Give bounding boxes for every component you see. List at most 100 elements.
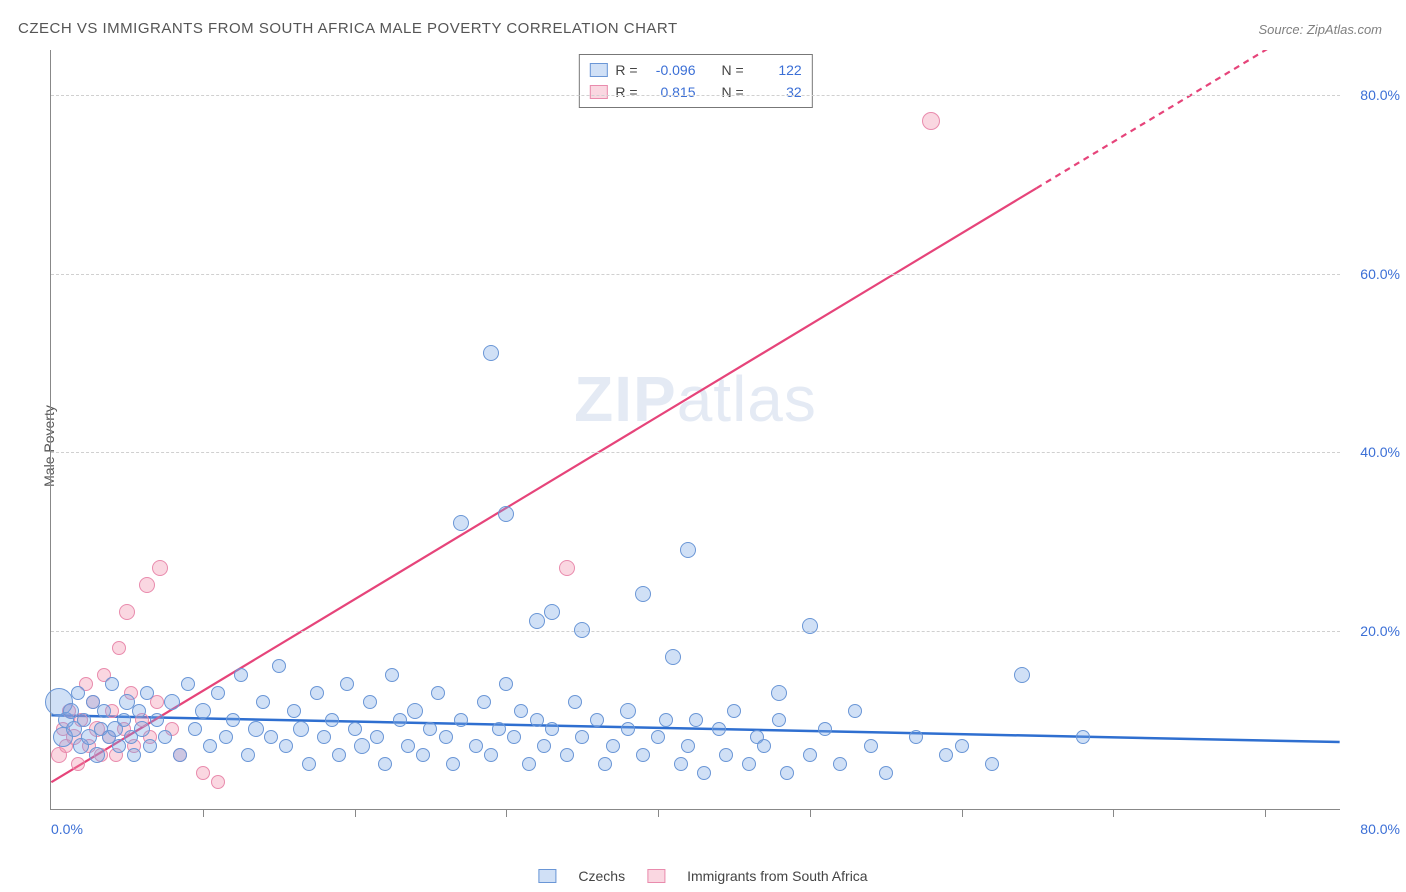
immigrants-point bbox=[112, 641, 126, 655]
czech-point bbox=[879, 766, 893, 780]
gridline bbox=[51, 95, 1340, 96]
czech-point bbox=[621, 722, 635, 736]
czech-point bbox=[112, 739, 126, 753]
stats-row-czech: R = -0.096 N = 122 bbox=[589, 59, 801, 81]
czech-point bbox=[256, 695, 270, 709]
czech-point bbox=[370, 730, 384, 744]
plot-area: ZIPatlas R = -0.096 N = 122 R = 0.815 N … bbox=[50, 50, 1340, 810]
czech-point bbox=[772, 713, 786, 727]
czech-point bbox=[140, 686, 154, 700]
czech-point bbox=[416, 748, 430, 762]
czech-point bbox=[689, 713, 703, 727]
czech-point bbox=[317, 730, 331, 744]
czech-point bbox=[771, 685, 787, 701]
x-tick bbox=[355, 809, 356, 817]
czech-point bbox=[560, 748, 574, 762]
watermark: ZIPatlas bbox=[574, 362, 817, 436]
czech-point bbox=[909, 730, 923, 744]
czech-point bbox=[431, 686, 445, 700]
czech-point bbox=[385, 668, 399, 682]
czech-point bbox=[363, 695, 377, 709]
czech-point bbox=[802, 618, 818, 634]
czech-point bbox=[181, 677, 195, 691]
y-tick-label: 60.0% bbox=[1345, 266, 1400, 282]
immigrants-n-value: 32 bbox=[752, 81, 802, 103]
y-tick-label: 80.0% bbox=[1345, 87, 1400, 103]
legend-immigrants-label: Immigrants from South Africa bbox=[687, 868, 868, 884]
czech-point bbox=[173, 748, 187, 762]
czech-point bbox=[680, 542, 696, 558]
czech-point bbox=[150, 713, 164, 727]
czech-point bbox=[132, 704, 146, 718]
watermark-bold: ZIP bbox=[574, 363, 677, 435]
czech-point bbox=[712, 722, 726, 736]
immigrants-point bbox=[211, 775, 225, 789]
czech-point bbox=[780, 766, 794, 780]
czech-point bbox=[195, 703, 211, 719]
n-label: N = bbox=[722, 81, 744, 103]
czech-point bbox=[203, 739, 217, 753]
czech-n-value: 122 bbox=[752, 59, 802, 81]
czech-point bbox=[606, 739, 620, 753]
czech-point bbox=[393, 713, 407, 727]
czech-point bbox=[279, 739, 293, 753]
czech-point bbox=[423, 722, 437, 736]
czech-point bbox=[234, 668, 248, 682]
czech-point bbox=[507, 730, 521, 744]
czech-point bbox=[848, 704, 862, 718]
czech-point bbox=[674, 757, 688, 771]
y-tick-label: 20.0% bbox=[1345, 623, 1400, 639]
czech-point bbox=[665, 649, 681, 665]
czech-point bbox=[272, 659, 286, 673]
czech-point bbox=[697, 766, 711, 780]
czech-point bbox=[681, 739, 695, 753]
czech-point bbox=[158, 730, 172, 744]
czech-point bbox=[651, 730, 665, 744]
czech-point bbox=[636, 748, 650, 762]
czech-point bbox=[127, 748, 141, 762]
czech-point bbox=[293, 721, 309, 737]
x-tick bbox=[658, 809, 659, 817]
czech-point bbox=[620, 703, 636, 719]
r-label: R = bbox=[615, 59, 637, 81]
czech-point bbox=[544, 604, 560, 620]
czech-point bbox=[348, 722, 362, 736]
immigrants-point bbox=[139, 577, 155, 593]
x-axis-end-label: 80.0% bbox=[1360, 821, 1400, 837]
czech-point bbox=[188, 722, 202, 736]
czech-point bbox=[498, 506, 514, 522]
czech-point bbox=[803, 748, 817, 762]
czech-point bbox=[134, 721, 150, 737]
czech-point bbox=[439, 730, 453, 744]
x-tick bbox=[962, 809, 963, 817]
gridline bbox=[51, 631, 1340, 632]
x-tick bbox=[810, 809, 811, 817]
gridline bbox=[51, 274, 1340, 275]
czech-point bbox=[401, 739, 415, 753]
czech-point bbox=[985, 757, 999, 771]
czech-r-value: -0.096 bbox=[646, 59, 696, 81]
x-axis-start-label: 0.0% bbox=[51, 821, 83, 837]
trend-lines bbox=[51, 50, 1340, 809]
immigrants-point bbox=[71, 757, 85, 771]
immigrants-point bbox=[922, 112, 940, 130]
immigrants-point bbox=[559, 560, 575, 576]
czech-point bbox=[537, 739, 551, 753]
czech-point bbox=[241, 748, 255, 762]
czech-point bbox=[446, 757, 460, 771]
czech-point bbox=[590, 713, 604, 727]
x-tick bbox=[1113, 809, 1114, 817]
czech-point bbox=[164, 694, 180, 710]
czech-point bbox=[955, 739, 969, 753]
czech-point bbox=[483, 345, 499, 361]
immigrants-r-value: 0.815 bbox=[646, 81, 696, 103]
czech-point bbox=[575, 730, 589, 744]
czech-point bbox=[864, 739, 878, 753]
czech-point bbox=[340, 677, 354, 691]
czech-point bbox=[454, 713, 468, 727]
czech-point bbox=[818, 722, 832, 736]
czech-point bbox=[719, 748, 733, 762]
czech-point bbox=[325, 713, 339, 727]
chart-container: CZECH VS IMMIGRANTS FROM SOUTH AFRICA MA… bbox=[0, 0, 1406, 892]
czech-point bbox=[407, 703, 423, 719]
